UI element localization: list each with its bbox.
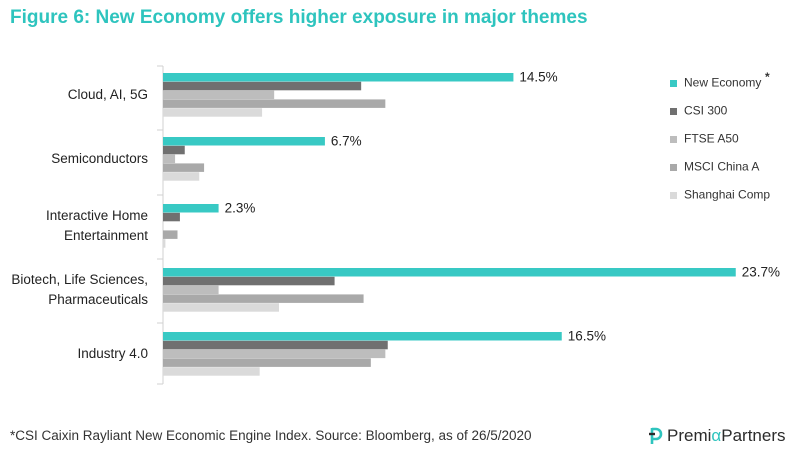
bar-new-economy-interactive-home-entertainment xyxy=(163,204,219,213)
bar-msci-china-a-cloud-ai-5g xyxy=(163,99,386,108)
logo-text-partners: Partners xyxy=(721,426,786,445)
footnote: *CSI Caixin Rayliant New Economic Engine… xyxy=(10,428,532,443)
legend-label-msci-china-a: MSCI China A xyxy=(684,160,759,174)
bar-shanghai-comp-biotech-life-sciences-pharmaceuticals xyxy=(163,303,279,312)
bar-new-economy-cloud-ai-5g xyxy=(163,73,514,82)
chart-title: Figure 6: New Economy offers higher expo… xyxy=(10,7,588,28)
legend-swatch-new-economy xyxy=(670,80,677,87)
bar-shanghai-comp-interactive-home-entertainment xyxy=(163,239,166,248)
bar-ftse-a50-semiconductors xyxy=(163,154,176,164)
category-label: Pharmaceuticals xyxy=(48,292,148,307)
category-label: Entertainment xyxy=(64,228,148,243)
logo-text-premi: Premi xyxy=(667,426,712,445)
legend-swatch-csi-300 xyxy=(670,108,677,115)
premia-partners-logo: Premi α Partners xyxy=(647,426,785,446)
category-label: Interactive Home xyxy=(46,208,148,223)
data-label-interactive-home-entertainment: 2.3% xyxy=(225,201,256,216)
category-label: Industry 4.0 xyxy=(77,346,148,361)
data-label-biotech-life-sciences-pharmaceuticals: 23.7% xyxy=(742,265,780,280)
bar-new-economy-biotech-life-sciences-pharmaceuticals xyxy=(163,268,736,277)
bar-ftse-a50-cloud-ai-5g xyxy=(163,90,275,100)
data-label-industry-4-0: 16.5% xyxy=(568,329,606,344)
bar-msci-china-a-semiconductors xyxy=(163,163,205,172)
data-label-cloud-ai-5g: 14.5% xyxy=(519,70,557,85)
bar-shanghai-comp-semiconductors xyxy=(163,172,200,181)
bar-msci-china-a-biotech-life-sciences-pharmaceuticals xyxy=(163,294,364,303)
category-label: Cloud, AI, 5G xyxy=(68,87,148,102)
legend-swatch-msci-china-a xyxy=(670,164,677,171)
category-label: Biotech, Life Sciences, xyxy=(11,272,148,287)
bar-new-economy-industry-4-0 xyxy=(163,332,562,341)
bar-csi-300-industry-4-0 xyxy=(163,340,388,350)
premia-logo-icon xyxy=(649,427,663,444)
data-label-semiconductors: 6.7% xyxy=(331,134,362,149)
category-label: Semiconductors xyxy=(51,151,148,166)
legend-label-ftse-a50: FTSE A50 xyxy=(684,132,739,146)
bar-ftse-a50-biotech-life-sciences-pharmaceuticals xyxy=(163,285,219,295)
legend-swatch-ftse-a50 xyxy=(670,136,677,143)
bar-chart: Cloud, AI, 5G Semiconductors Interactive H… xyxy=(11,65,780,385)
bar-csi-300-cloud-ai-5g xyxy=(163,81,362,91)
legend-asterisk: * xyxy=(765,70,770,84)
legend-swatch-shanghai-comp xyxy=(670,192,677,199)
bar-csi-300-biotech-life-sciences-pharmaceuticals xyxy=(163,276,335,286)
bar-shanghai-comp-cloud-ai-5g xyxy=(163,108,263,117)
legend-label-csi-300: CSI 300 xyxy=(684,104,728,118)
bar-msci-china-a-interactive-home-entertainment xyxy=(163,230,178,239)
bar-new-economy-semiconductors xyxy=(163,137,325,146)
legend-label-shanghai-comp: Shanghai Comp xyxy=(684,188,770,202)
legend-label-new-economy: New Economy xyxy=(684,76,761,90)
bar-csi-300-semiconductors xyxy=(163,145,185,155)
bar-shanghai-comp-industry-4-0 xyxy=(163,367,260,376)
bar-msci-china-a-industry-4-0 xyxy=(163,358,371,367)
legend: New Economy * CSI 300 FTSE A50 MSCI China A S… xyxy=(670,70,770,202)
bar-ftse-a50-industry-4-0 xyxy=(163,349,386,359)
bar-csi-300-interactive-home-entertainment xyxy=(163,212,180,222)
logo-text-alpha: α xyxy=(711,426,722,445)
